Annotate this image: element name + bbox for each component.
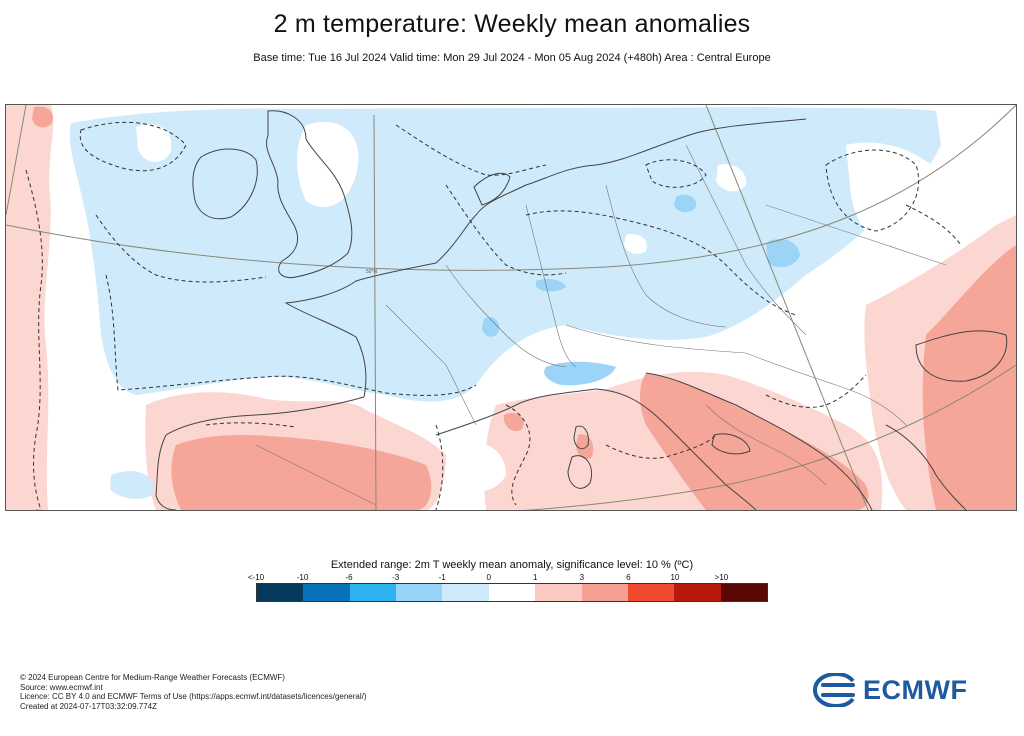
coast-gulf-of-lion bbox=[435, 388, 597, 436]
ecmwf-logo-icon bbox=[813, 673, 855, 707]
coast-north-sea bbox=[355, 118, 807, 282]
coast-aegean bbox=[885, 424, 967, 510]
coast-ireland bbox=[192, 148, 258, 220]
coast-sicily bbox=[711, 433, 751, 455]
coastlines bbox=[155, 110, 1008, 510]
anomaly-map: 50°N bbox=[5, 104, 1017, 511]
legend-bin bbox=[257, 584, 304, 601]
cold-patch-south-1 bbox=[110, 471, 155, 499]
legend-tick-label: 0 bbox=[486, 573, 491, 582]
coast-great-britain bbox=[266, 110, 353, 279]
cold-patch-south-2 bbox=[446, 441, 506, 492]
footer-copyright: © 2024 European Centre for Medium-Range … bbox=[20, 673, 285, 682]
legend-tick-label: -10 bbox=[296, 573, 309, 582]
legend-tick-label: <-10 bbox=[247, 573, 265, 582]
graticule bbox=[6, 105, 1016, 510]
neutral-patch-poland bbox=[716, 164, 747, 192]
legend-colorbar bbox=[256, 583, 768, 602]
coast-black-sea bbox=[915, 330, 1008, 382]
legend-tick-label: >10 bbox=[714, 573, 729, 582]
warm-anomaly-atlantic-north bbox=[32, 106, 53, 128]
warm-core-iberia bbox=[171, 435, 432, 510]
chart-title: 2 m temperature: Weekly mean anomalies bbox=[273, 10, 751, 38]
legend-bin bbox=[396, 584, 443, 601]
neutral-patch-scotland bbox=[297, 121, 359, 207]
footer-licence: Licence: CC BY 4.0 and ECMWF Terms of Us… bbox=[20, 692, 367, 701]
cold-core-germany bbox=[536, 279, 566, 292]
legend-bin bbox=[442, 584, 489, 601]
graticule-50n bbox=[6, 105, 1016, 271]
graticule-meridian-west bbox=[6, 105, 27, 216]
coast-france-west bbox=[284, 280, 367, 398]
neutral-patch-uk-sea bbox=[136, 124, 172, 163]
legend-title: Extended range: 2m T weekly mean anomaly… bbox=[330, 559, 694, 571]
legend-tick-label: -1 bbox=[438, 573, 446, 582]
warm-core-ligurian bbox=[503, 412, 524, 432]
legend-tick-label: 1 bbox=[533, 573, 538, 582]
legend-tick-label: 10 bbox=[670, 573, 680, 582]
legend-bin bbox=[303, 584, 350, 601]
cold-core-alps bbox=[544, 361, 616, 386]
footer-created: Created at 2024-07-17T03:32:09.774Z bbox=[20, 701, 157, 711]
legend-tick-label: -3 bbox=[392, 573, 400, 582]
warm-core-east bbox=[922, 245, 1016, 510]
footer-source: Source: www.ecmwf.int bbox=[20, 682, 103, 692]
coast-corsica bbox=[573, 425, 589, 450]
legend-bin bbox=[581, 584, 628, 601]
map-canvas: 50°N bbox=[6, 105, 1016, 510]
neutral-patch-east bbox=[846, 142, 959, 265]
legend-bin bbox=[349, 584, 397, 601]
legend-bin bbox=[674, 584, 721, 601]
legend-tick-labels: <-10 -10 -6 -3 -1 0 1 3 6 10 >10 bbox=[248, 573, 768, 585]
graticule-40n bbox=[36, 364, 1016, 510]
legend-bin bbox=[627, 584, 675, 601]
legend-bin bbox=[535, 584, 582, 601]
country-borders bbox=[255, 144, 947, 506]
coast-sardinia bbox=[567, 455, 592, 489]
warm-anomaly-atlantic-west bbox=[6, 105, 54, 510]
cold-core-carpathian bbox=[766, 239, 800, 268]
significance-contours bbox=[25, 121, 962, 510]
latitude-label: 50°N bbox=[366, 269, 378, 275]
warm-core-adriatic bbox=[640, 373, 869, 510]
legend-tick-label: 6 bbox=[626, 573, 631, 582]
legend-bin bbox=[720, 584, 767, 601]
graticule-meridian-20e bbox=[705, 105, 869, 510]
neutral-patch-czech bbox=[624, 233, 647, 254]
legend-tick-label: 3 bbox=[579, 573, 585, 582]
ecmwf-logo-text: ECMWF bbox=[863, 674, 968, 705]
cold-core-france bbox=[482, 316, 499, 337]
legend-bin bbox=[488, 584, 536, 601]
footer-credits: © 2024 European Centre for Medium-Range … bbox=[20, 673, 367, 711]
coast-iberia bbox=[155, 396, 365, 510]
coast-adriatic bbox=[645, 372, 873, 510]
cold-core-poland bbox=[674, 194, 697, 213]
coast-denmark bbox=[473, 172, 511, 206]
legend-tick-label: -6 bbox=[345, 573, 353, 582]
graticule-meridian-0 bbox=[373, 114, 377, 510]
chart-subtitle: Base time: Tue 16 Jul 2024 Valid time: M… bbox=[253, 52, 771, 64]
ecmwf-logo: ECMWF bbox=[813, 673, 1008, 707]
